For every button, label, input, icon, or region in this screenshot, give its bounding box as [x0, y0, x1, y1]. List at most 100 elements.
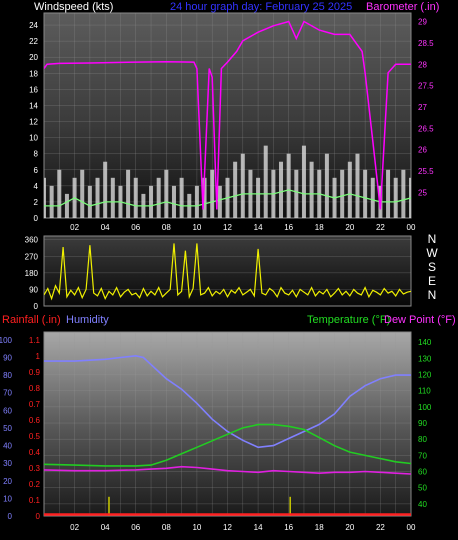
compass-label-w: W	[426, 246, 438, 260]
temperature-tick-label: 50	[418, 484, 427, 493]
windspeed-tick-label: 8	[34, 150, 39, 159]
rainfall-tick-label: 0.5	[29, 432, 41, 441]
wind-gust-bar	[171, 185, 176, 218]
direction-tick-label: 0	[34, 302, 39, 311]
windspeed-tick-label: 12	[29, 118, 38, 127]
temperature-tick-label: 120	[418, 371, 432, 380]
top-x-tick-label: 14	[254, 223, 263, 232]
wind-gust-bar	[126, 169, 131, 218]
wind-gust-bar	[110, 177, 115, 218]
wind-gust-bar	[44, 177, 46, 218]
rainfall-tick-label: 0.1	[29, 496, 41, 505]
temperature-tick-label: 140	[418, 338, 432, 347]
humidity-tick-label: 30	[3, 459, 12, 468]
top-x-tick-label: 04	[101, 223, 110, 232]
humidity-tick-label: 60	[3, 406, 12, 415]
direction-tick-label: 270	[25, 252, 39, 261]
rainfall-tick-label: 0.4	[29, 448, 41, 457]
top-x-tick-label: 18	[315, 223, 324, 232]
windspeed-tick-label: 14	[29, 101, 38, 110]
bottom-x-tick-label: 10	[192, 523, 201, 532]
humidity-label: Humidity	[66, 314, 109, 326]
compass-label-n: N	[428, 232, 437, 246]
barometer-tick-label: 27	[418, 103, 427, 112]
wind-gust-bar	[49, 185, 54, 218]
wind-gust-bar	[64, 193, 69, 218]
temperature-line	[44, 423, 411, 467]
barometer-tick-label: 28.5	[418, 39, 434, 48]
wind-gust-bar	[340, 169, 345, 218]
wind-gust-bar	[57, 169, 62, 218]
windspeed-tick-label: 0	[34, 214, 39, 223]
windspeed-tick-label: 4	[34, 182, 39, 191]
rainfall-tick-label: 0.8	[29, 384, 41, 393]
top-x-tick-label: 08	[162, 223, 171, 232]
barometer-tick-label: 29	[418, 18, 427, 27]
barometer-line	[44, 20, 411, 210]
temperature-tick-label: 80	[418, 435, 427, 444]
wind-gust-bar	[149, 185, 154, 218]
barometer-tick-label: 27.5	[418, 82, 434, 91]
wind-gust-bar	[294, 169, 299, 218]
direction-tick-label: 360	[25, 236, 39, 245]
barometer-tick-label: 26.5	[418, 124, 434, 133]
wind-gust-bar	[217, 185, 222, 218]
barometer-tick-label: 28	[418, 60, 427, 69]
bottom-x-tick-label: 14	[254, 523, 263, 532]
direction-tick-label: 90	[29, 285, 38, 294]
wind-gust-bar	[156, 177, 161, 218]
chart-title: 24 hour graph day: February 25 2025	[170, 1, 352, 13]
compass-label-e: E	[428, 274, 436, 288]
rainfall-tick-label: 0.6	[29, 416, 41, 425]
wind-average-line	[44, 189, 411, 207]
temperature-tick-label: 90	[418, 419, 427, 428]
wind-gust-bar	[133, 177, 138, 218]
wind-gust-bar	[87, 185, 92, 218]
wind-gust-bar	[210, 169, 215, 218]
humidity-tick-label: 40	[3, 442, 12, 451]
rainfall-tick-label: 0.2	[29, 480, 41, 489]
wind-gust-bar	[324, 153, 329, 218]
top-x-tick-label: 10	[192, 223, 201, 232]
rainfall-tick-label: 0	[36, 512, 41, 521]
wind-gust-bar	[279, 161, 284, 218]
rainfall-tick-label: 0.9	[29, 368, 41, 377]
windspeed-tick-label: 24	[29, 21, 38, 30]
bottom-x-tick-label: 04	[101, 523, 110, 532]
windspeed-tick-label: 22	[29, 37, 38, 46]
wind-gust-bar	[80, 169, 85, 218]
humidity-tick-label: 80	[3, 371, 12, 380]
temperature-tick-label: 60	[418, 468, 427, 477]
barometer-tick-label: 25	[418, 188, 427, 197]
wind-gust-bar	[393, 177, 398, 218]
temperature-tick-label: 70	[418, 451, 427, 460]
bottom-x-tick-label: 22	[376, 523, 385, 532]
windspeed-tick-label: 6	[34, 166, 39, 175]
wind-gust-bar	[401, 169, 406, 218]
bottom-x-tick-label: 18	[315, 523, 324, 532]
wind-gust-bar	[309, 161, 314, 218]
dewpoint-line	[44, 465, 411, 475]
rainfall-label: Rainfall (.in)	[2, 314, 61, 326]
top-x-tick-label: 20	[345, 223, 354, 232]
top-x-tick-label: 16	[284, 223, 293, 232]
wind-gust-bar	[355, 153, 360, 218]
mid-plot-area	[43, 235, 412, 307]
compass-label-n: N	[428, 288, 437, 302]
wind-gust-bar	[347, 161, 352, 218]
humidity-tick-label: 10	[3, 494, 12, 503]
temperature-tick-label: 40	[418, 500, 427, 509]
bottom-x-tick-label: 12	[223, 523, 232, 532]
dewpoint-label: Dew Point (°F)	[384, 314, 456, 326]
humidity-tick-label: 70	[3, 389, 12, 398]
bottom-x-tick-label: 00	[407, 523, 416, 532]
wind-gust-bar	[263, 145, 268, 218]
barometer-tick-label: 25.5	[418, 167, 434, 176]
rainfall-tick-label: 1.1	[29, 336, 41, 345]
wind-gust-bar	[363, 169, 368, 218]
top-x-tick-label: 02	[70, 223, 79, 232]
barometer-tick-label: 26	[418, 146, 427, 155]
bottom-x-tick-label: 08	[162, 523, 171, 532]
rainfall-tick-label: 0.7	[29, 400, 41, 409]
